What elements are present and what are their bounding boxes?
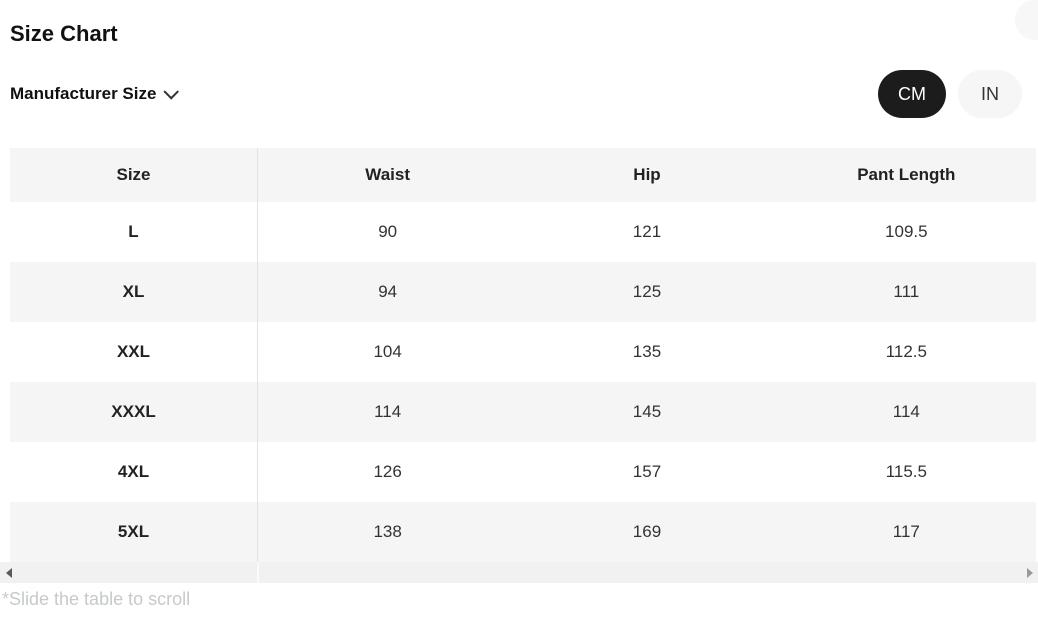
waist-cell: 104 (373, 342, 402, 361)
unit-cm-button[interactable]: CM (878, 70, 946, 118)
scroll-left-icon[interactable] (6, 567, 12, 578)
hip-cell: 121 (632, 222, 662, 241)
waist-cell: 94 (378, 282, 398, 301)
table-row: 4XL 126 157 115.5 (10, 442, 1036, 502)
size-cell: XL (10, 262, 258, 322)
close-button-circle[interactable] (1015, 0, 1038, 40)
scrollbar-column-gap (257, 562, 259, 583)
waist-cell: 138 (373, 522, 402, 541)
table-row: L 90 121 109.5 (10, 202, 1036, 262)
pant-length-cell: 112.5 (885, 342, 927, 361)
hip-cell: 135 (632, 342, 662, 361)
pant-length-cell: 114 (892, 402, 920, 421)
size-cell: L (10, 202, 258, 262)
pant-length-cell: 111 (893, 282, 920, 301)
size-cell: 5XL (10, 502, 258, 562)
table-row: XXXL 114 145 114 (10, 382, 1036, 442)
waist-cell: 126 (373, 462, 402, 481)
column-header-size: Size (10, 148, 258, 202)
waist-cell: 90 (378, 222, 398, 241)
subheader: Manufacturer Size CM IN (10, 70, 1022, 118)
hip-cell: 169 (632, 522, 662, 541)
page-title: Size Chart (10, 21, 118, 46)
hip-cell: 157 (632, 462, 662, 481)
table-row: XL 94 125 111 (10, 262, 1036, 322)
size-chart-table: Size Waist Hip Pant Length L 90 121 109.… (10, 148, 1036, 562)
column-header-pant-length: Pant Length (857, 165, 956, 184)
size-cell: XXXL (10, 382, 258, 442)
horizontal-scrollbar[interactable] (0, 562, 1038, 583)
pant-length-cell: 109.5 (885, 222, 928, 241)
chevron-down-icon (163, 83, 180, 100)
scroll-hint-text: *Slide the table to scroll (2, 589, 191, 609)
hip-cell: 145 (632, 402, 662, 421)
manufacturer-size-label: Manufacturer Size (10, 84, 157, 103)
manufacturer-size-dropdown[interactable]: Manufacturer Size (10, 83, 180, 104)
waist-cell: 114 (374, 402, 402, 421)
unit-in-button[interactable]: IN (958, 70, 1022, 118)
pant-length-cell: 117 (892, 522, 920, 541)
table-row: XXL 104 135 112.5 (10, 322, 1036, 382)
scroll-right-icon[interactable] (1027, 567, 1033, 578)
pant-length-cell: 115.5 (885, 462, 927, 481)
unit-toggle: CM IN (878, 70, 1022, 118)
size-cell: 4XL (10, 442, 258, 502)
table-header-row: Size Waist Hip Pant Length (10, 148, 1036, 202)
hip-cell: 125 (632, 282, 662, 301)
column-header-hip: Hip (633, 165, 661, 184)
column-header-waist: Waist (365, 165, 411, 184)
size-cell: XXL (10, 322, 258, 382)
table-row: 5XL 138 169 117 (10, 502, 1036, 562)
